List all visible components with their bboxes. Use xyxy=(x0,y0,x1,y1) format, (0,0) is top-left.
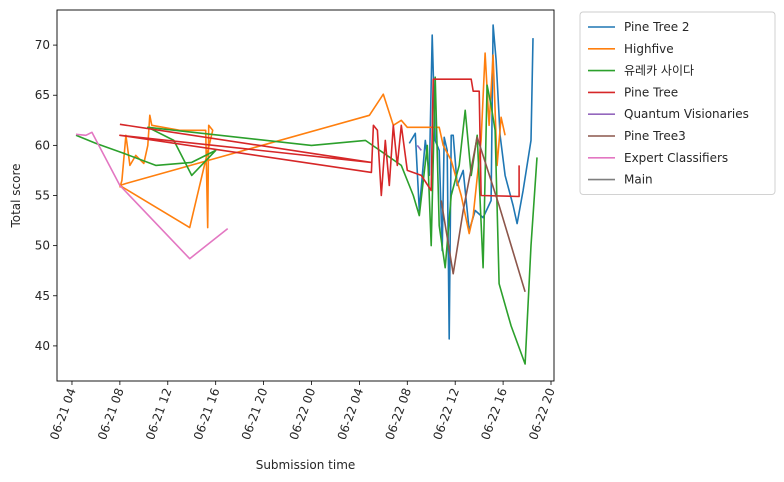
legend-label: Main xyxy=(624,173,653,187)
legend-label: Expert Classifiers xyxy=(624,151,728,165)
legend-label: Pine Tree3 xyxy=(624,129,686,143)
x-tick-label: 06-22 20 xyxy=(526,386,558,441)
y-axis-label: Total score xyxy=(9,163,23,228)
legend-label: Highfive xyxy=(624,42,674,56)
y-axis: 40 45 50 55 60 65 70 xyxy=(35,38,57,353)
x-tick-label: 06-21 04 xyxy=(47,386,79,441)
x-axis-label: Submission time xyxy=(256,458,356,472)
x-tick-label: 06-21 12 xyxy=(143,386,175,441)
x-axis: 06-21 04 06-21 08 06-21 12 06-21 16 06-21 20… xyxy=(47,381,558,442)
series-line-3 xyxy=(119,78,520,198)
y-tick-label: 55 xyxy=(35,189,50,203)
x-tick-label: 06-21 16 xyxy=(191,386,223,441)
legend-box xyxy=(579,11,776,195)
legend: Pine Tree 2 Highfive 유레카 사이다 Pine Tree Quant… xyxy=(579,11,776,195)
series-line-0 xyxy=(408,24,534,340)
x-tick-label: 06-22 00 xyxy=(287,386,319,441)
x-tick-label: 06-21 08 xyxy=(95,386,127,441)
series-line-1 xyxy=(119,52,506,235)
y-tick-label: 45 xyxy=(35,289,50,303)
y-tick-label: 65 xyxy=(35,88,50,102)
x-tick-label: 06-22 12 xyxy=(430,386,462,441)
x-tick-label: 06-22 04 xyxy=(335,386,367,441)
x-tick-label: 06-22 08 xyxy=(383,386,415,441)
legend-label: Quantum Visionaries xyxy=(624,107,749,121)
legend-label: 유레카 사이다 xyxy=(624,64,694,78)
x-tick-label: 06-21 20 xyxy=(239,386,271,441)
legend-label: Pine Tree xyxy=(624,85,678,99)
series-line-2 xyxy=(75,76,538,365)
x-tick-label: 06-22 16 xyxy=(478,386,510,441)
series-line-5 xyxy=(440,136,526,293)
plot-lines xyxy=(75,24,538,365)
y-tick-label: 50 xyxy=(35,239,50,253)
y-tick-label: 70 xyxy=(35,38,50,52)
series-line-4 xyxy=(416,144,422,151)
y-tick-label: 40 xyxy=(35,339,50,353)
legend-label: Pine Tree 2 xyxy=(624,20,690,34)
series-line-6 xyxy=(75,131,229,260)
y-tick-label: 60 xyxy=(35,138,50,152)
